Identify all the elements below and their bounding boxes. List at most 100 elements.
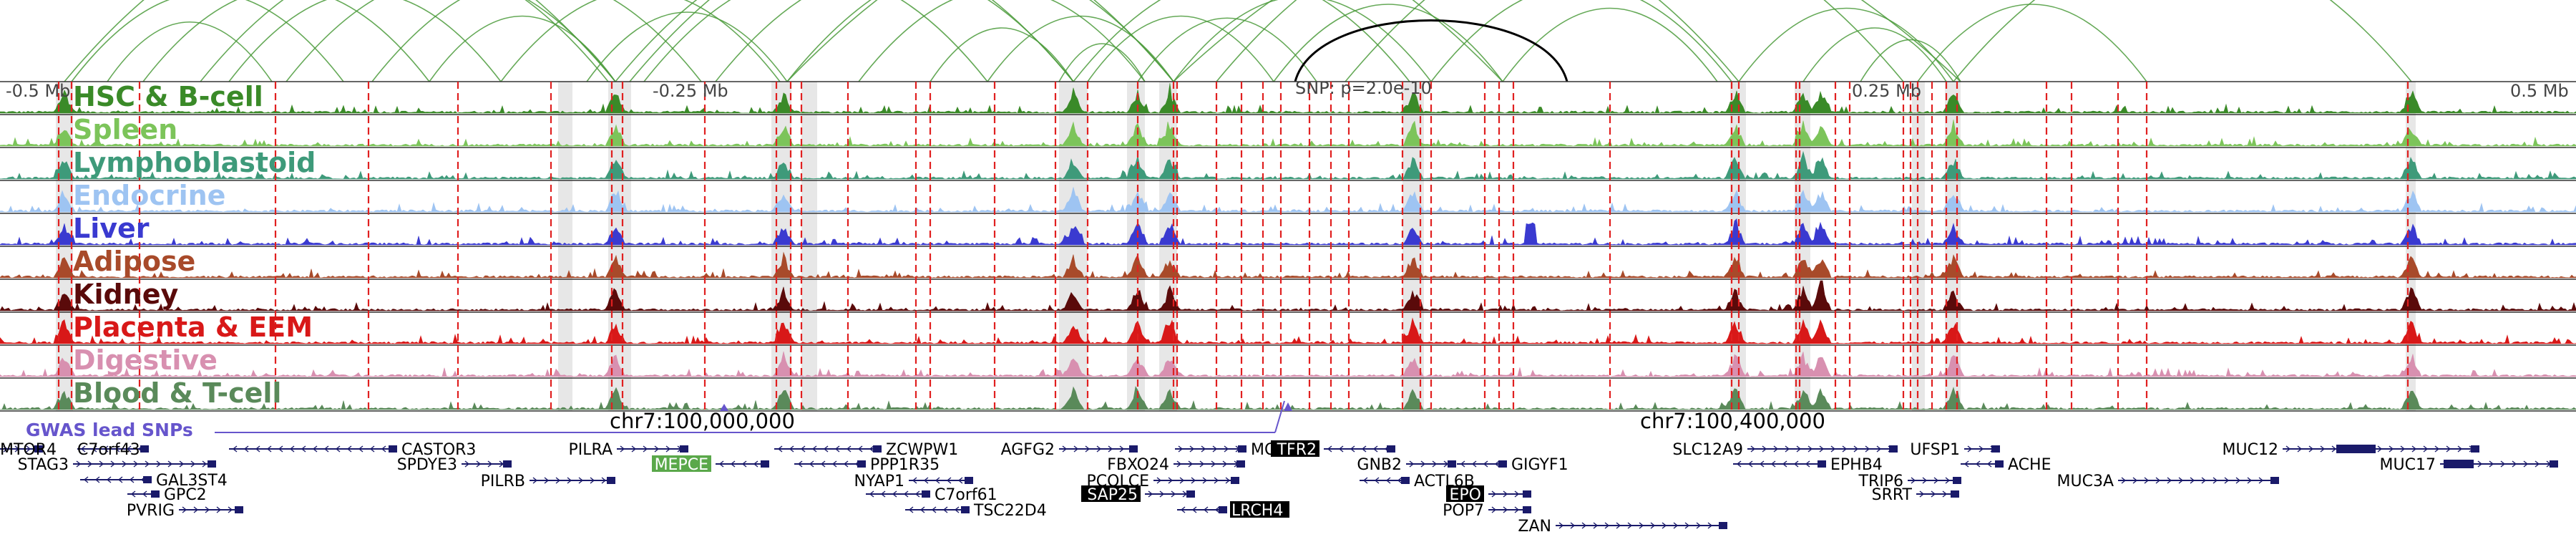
strand-arrow: [1785, 445, 1790, 453]
strand-arrow: [1211, 460, 1216, 468]
exon: [761, 460, 769, 468]
strand-arrow: [1119, 445, 1125, 453]
gene-pilra: PILRA: [569, 441, 688, 459]
track-label: Placenta & EEM: [73, 311, 313, 343]
strand-arrow: [1796, 445, 1802, 453]
strand-arrow: [2477, 460, 2483, 468]
gene-nyap1: NYAP1: [854, 473, 973, 490]
strand-arrow: [476, 460, 482, 468]
strand-arrow: [1171, 490, 1176, 498]
strand-arrow: [1933, 477, 1939, 484]
strand-arrow: [1159, 490, 1165, 498]
strand-arrow: [1374, 477, 1380, 484]
strand-arrow: [1514, 506, 1520, 513]
strand-arrow: [3, 445, 9, 453]
gene-label: GIGYF1: [1511, 456, 1568, 474]
strand-arrow: [2167, 477, 2172, 484]
strand-arrow: [2457, 445, 2463, 453]
strand-arrow: [110, 460, 116, 468]
highlighted-loop: [1294, 19, 1568, 82]
gene-lrch4: LRCH4: [1177, 501, 1289, 520]
chromatin-loop: [715, 0, 1074, 82]
gene-mtor4: MTOR4: [0, 441, 57, 459]
strand-arrow: [193, 506, 199, 513]
chromatin-loop: [930, 27, 1074, 82]
strand-arrow: [1662, 522, 1667, 529]
strand-arrow: [1853, 445, 1859, 453]
strand-arrow: [2212, 477, 2218, 484]
strand-arrow: [567, 477, 572, 484]
track-signal: [0, 251, 2576, 279]
strand-arrow: [301, 445, 306, 453]
gene-label: CASTOR3: [401, 441, 476, 459]
gene-highlight-box: [1230, 501, 1289, 518]
exon: [1523, 506, 1531, 513]
chromatin-loop: [1216, 0, 1740, 82]
strand-arrow: [1203, 506, 1209, 513]
strand-arrow: [1593, 522, 1599, 529]
strand-arrow: [730, 460, 736, 468]
chromatin-loop: [1058, 43, 1146, 82]
strand-arrow: [142, 490, 147, 498]
gene-label: LRCH4: [1231, 502, 1283, 520]
strand-arrow: [532, 477, 538, 484]
exon: [140, 445, 149, 453]
strand-arrow: [1979, 445, 1984, 453]
strand-arrow: [14, 445, 20, 453]
chromatin-loop: [1173, 0, 1432, 82]
track-signal: [0, 351, 2576, 377]
strand-arrow: [76, 460, 82, 468]
chromatin-loop: [107, 21, 273, 82]
gene-c7orf61: C7orf61: [866, 486, 997, 504]
strand-arrow: [590, 477, 595, 484]
gene-fbxo24: FBXO24: [1107, 456, 1245, 474]
exon: [235, 506, 243, 513]
gene-muc12: MUC12: [2223, 441, 2479, 459]
gene-ephb4: EPHB4: [1733, 456, 1883, 474]
strand-arrow: [114, 445, 120, 453]
strand-arrow: [1327, 445, 1332, 453]
gene-srrt: SRRT: [1872, 486, 1959, 504]
exon: [1387, 445, 1395, 453]
strand-arrow: [1830, 445, 1836, 453]
exon: [680, 445, 688, 453]
strand-arrow: [1420, 460, 1426, 468]
strand-arrow: [1148, 490, 1153, 498]
gene-label: EPHB4: [1830, 456, 1883, 474]
strand-arrow: [1214, 506, 1220, 513]
chromatin-loop: [228, 0, 502, 82]
strand-arrow: [578, 477, 584, 484]
strand-arrow: [643, 445, 648, 453]
strand-arrow: [834, 445, 840, 453]
strand-arrow: [216, 506, 222, 513]
strand-arrow: [2178, 477, 2184, 484]
strand-arrow: [797, 460, 803, 468]
gene-muc3a: MUC3A: [2057, 473, 2279, 490]
strand-arrow: [2523, 460, 2529, 468]
strand-arrow: [1350, 445, 1355, 453]
exon: [2550, 460, 2558, 468]
chromatin-loop: [500, 0, 781, 82]
strand-arrow: [1773, 445, 1779, 453]
chromatin-loop: [629, 0, 1174, 82]
chromatin-loop: [71, 0, 344, 82]
exon: [1953, 477, 1961, 484]
strand-arrow: [145, 460, 150, 468]
strand-arrow: [544, 477, 550, 484]
strand-arrow: [1225, 477, 1231, 484]
track-signal: [0, 187, 2576, 213]
strand-arrow: [464, 460, 470, 468]
strand-arrow: [1179, 477, 1185, 484]
strand-arrow: [777, 445, 783, 453]
gene-gal3st4: GAL3ST4: [80, 472, 228, 490]
strand-arrow: [2144, 477, 2150, 484]
coord-label-right: chr7:100,400,000: [1640, 409, 1825, 433]
strand-arrow: [2247, 477, 2253, 484]
strand-arrow: [1397, 477, 1402, 484]
strand-arrow: [130, 490, 136, 498]
ruler-label-neg025: -0.25 Mb: [653, 81, 728, 101]
strand-arrow: [2258, 477, 2264, 484]
strand-arrow: [289, 445, 295, 453]
strand-arrow: [2500, 460, 2506, 468]
strand-arrow: [1385, 477, 1391, 484]
